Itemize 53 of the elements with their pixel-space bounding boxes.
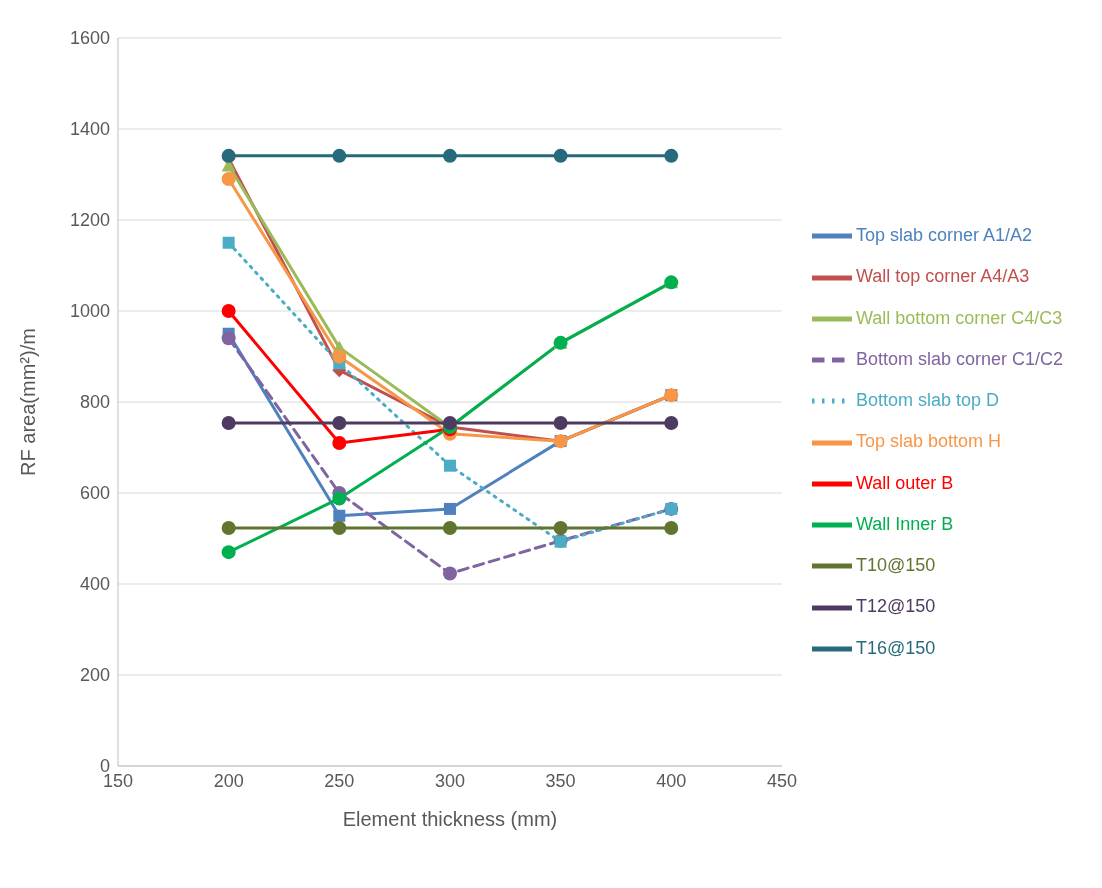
point <box>221 521 236 536</box>
y-tick-label: 800 <box>79 392 110 413</box>
point <box>222 236 235 249</box>
x-tick-label: 450 <box>766 770 797 791</box>
point <box>442 415 457 430</box>
y-axis-title: RF area(mm²)/m <box>17 328 40 476</box>
legend-label: Bottom slab top D <box>855 390 999 411</box>
point <box>443 502 456 515</box>
point <box>221 304 236 318</box>
point <box>332 491 347 506</box>
point <box>332 435 347 450</box>
point <box>664 521 679 536</box>
point <box>332 349 347 364</box>
x-tick-label: 350 <box>545 770 576 791</box>
y-tick-label: 1400 <box>69 119 110 140</box>
point <box>221 172 236 187</box>
point <box>553 521 568 536</box>
point <box>332 415 347 430</box>
legend-label: Wall outer B <box>855 472 954 493</box>
point <box>221 415 236 430</box>
x-tick-label: 400 <box>656 770 687 791</box>
point <box>553 148 568 163</box>
point <box>221 331 236 346</box>
y-tick-label: 400 <box>79 574 110 595</box>
point <box>443 459 456 472</box>
x-axis-title: Element thickness (mm) <box>342 808 558 830</box>
legend-label: T16@150 <box>855 637 936 658</box>
legend-label: Bottom slab corner C1/C2 <box>855 348 1063 369</box>
y-tick-label: 1600 <box>69 28 110 49</box>
point <box>664 415 679 430</box>
point <box>332 521 347 536</box>
point <box>664 148 679 163</box>
y-tick-label: 200 <box>79 665 110 686</box>
point <box>442 148 457 163</box>
legend-label: T10@150 <box>855 555 936 576</box>
legend-label: Wall top corner A4/A3 <box>855 266 1030 287</box>
legend-label: Wall Inner B <box>855 513 954 534</box>
y-tick-label: 1200 <box>69 210 110 231</box>
x-tick-label: 250 <box>324 770 355 791</box>
legend-label: Wall bottom corner C4/C3 <box>855 307 1063 328</box>
legend-label: T12@150 <box>855 596 936 617</box>
legend-label: Top slab bottom H <box>855 431 1001 452</box>
point <box>442 521 457 536</box>
point <box>332 148 347 163</box>
x-tick-label: 200 <box>213 770 244 791</box>
x-tick-label: 300 <box>434 770 465 791</box>
y-tick-label: 600 <box>79 483 110 504</box>
point <box>333 509 346 522</box>
legend-label: Top slab corner A1/A2 <box>855 225 1033 246</box>
point <box>442 566 457 581</box>
point <box>221 545 236 560</box>
y-tick-label: 1000 <box>69 301 110 322</box>
point <box>553 415 568 430</box>
